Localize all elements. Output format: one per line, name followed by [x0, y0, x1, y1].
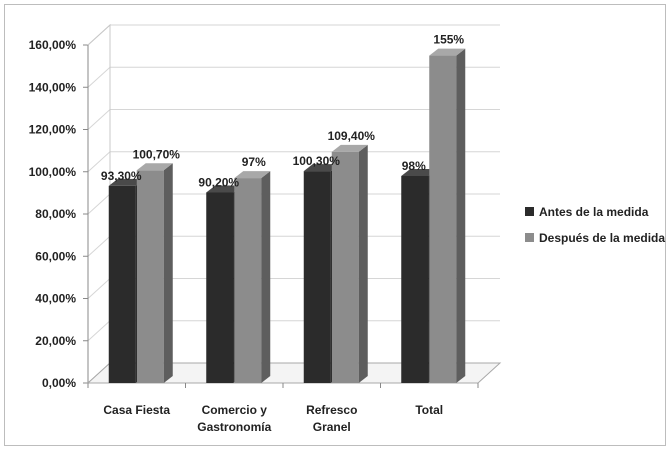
legend: Antes de la medida Después de la medida — [525, 205, 665, 245]
y-tick-label: 160,00% — [29, 38, 77, 52]
y-tick-label: 120,00% — [29, 123, 77, 137]
y-tick-label: 20,00% — [35, 334, 76, 348]
data-label: 155% — [433, 33, 464, 47]
data-label: 97% — [242, 155, 266, 169]
data-label: 98% — [402, 159, 426, 173]
legend-label: Antes de la medida — [539, 205, 649, 219]
y-tick-label: 40,00% — [35, 292, 76, 306]
x-tick-label: Granel — [313, 420, 351, 434]
data-label: 100,30% — [293, 154, 341, 168]
y-tick-label: 140,00% — [29, 80, 77, 94]
bar — [136, 163, 173, 383]
x-tick-label: Comercio y — [202, 403, 268, 417]
x-tick-label: Refresco — [306, 403, 357, 417]
legend-label: Después de la medida — [539, 231, 665, 245]
data-label: 90,20% — [198, 175, 239, 189]
label-layer: 0,00% 20,00% 40,00% 60,00% 80,00% 100,00% 120,… — [29, 33, 465, 434]
bar — [331, 144, 368, 383]
legend-swatch — [525, 207, 534, 216]
data-label: 93,30% — [101, 169, 142, 183]
bar — [429, 48, 466, 383]
bar — [234, 171, 271, 383]
x-tick-label: Gastronomía — [197, 420, 271, 434]
data-label: 100,70% — [133, 147, 181, 161]
data-label: 109,40% — [328, 129, 376, 143]
legend-swatch — [525, 233, 534, 242]
y-tick-label: 100,00% — [29, 165, 77, 179]
y-tick-label: 0,00% — [42, 376, 76, 390]
x-tick-label: Total — [415, 403, 443, 417]
x-tick-label: Casa Fiesta — [103, 403, 170, 417]
y-tick-label: 60,00% — [35, 249, 76, 263]
bar-layer — [108, 48, 466, 383]
y-tick-label: 80,00% — [35, 207, 76, 221]
